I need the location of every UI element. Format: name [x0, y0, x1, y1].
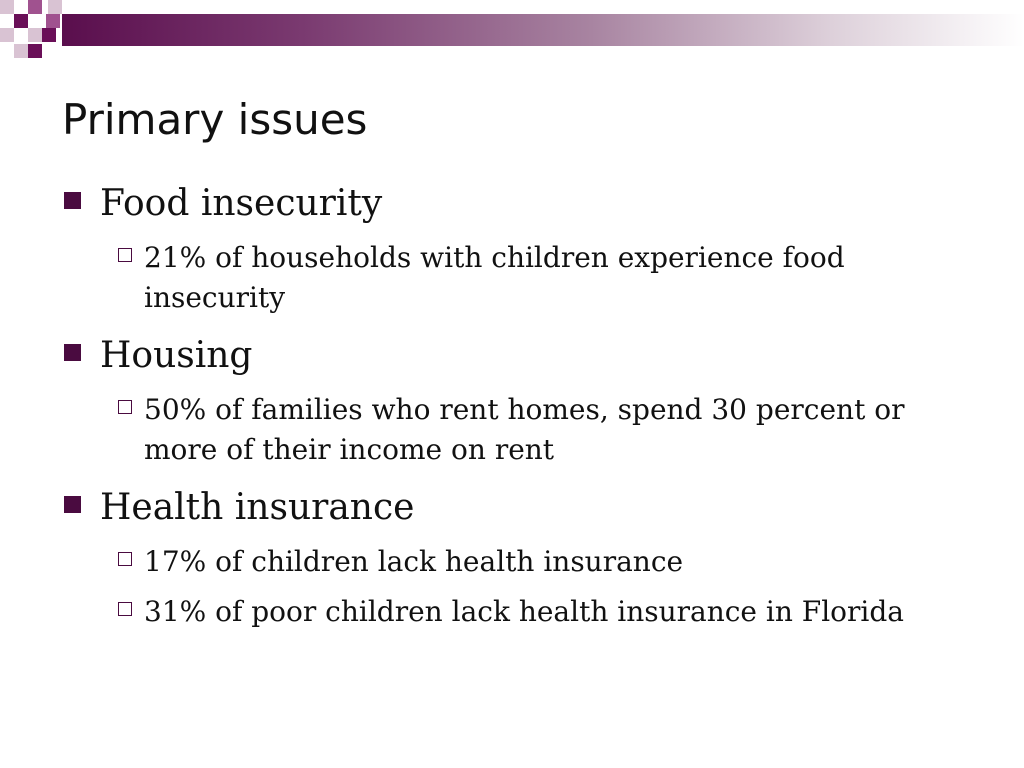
- decor-square: [28, 28, 42, 42]
- bullet-list: Food insecurity 21% of households with c…: [62, 180, 982, 642]
- square-bullet-icon: [64, 496, 81, 513]
- hollow-square-bullet-icon: [118, 248, 132, 262]
- square-bullet-icon: [64, 344, 81, 361]
- decor-square: [48, 0, 62, 14]
- decor-square: [0, 28, 14, 42]
- sub-bullet-text: 17% of children lack health insurance: [144, 545, 684, 578]
- section-heading-housing: Housing: [62, 332, 982, 380]
- section-heading-food: Food insecurity: [62, 180, 982, 228]
- sub-bullet-item: 50% of families who rent homes, spend 30…: [118, 390, 974, 470]
- hollow-square-bullet-icon: [118, 400, 132, 414]
- slide-title: Primary issues: [62, 95, 368, 144]
- decor-square: [42, 28, 56, 42]
- sub-bullet-text: 21% of households with children experien…: [144, 241, 845, 314]
- decor-square: [28, 0, 42, 14]
- decor-square: [0, 0, 14, 14]
- decor-square: [14, 14, 28, 28]
- section-heading-label: Health insurance: [100, 487, 415, 528]
- section-heading-label: Housing: [100, 335, 253, 376]
- sub-bullet-text: 50% of families who rent homes, spend 30…: [144, 393, 905, 466]
- section-heading-health-insurance: Health insurance: [62, 484, 982, 532]
- sub-bullet-item: 21% of households with children experien…: [118, 238, 974, 318]
- decor-square: [28, 44, 42, 58]
- square-bullet-icon: [64, 192, 81, 209]
- hollow-square-bullet-icon: [118, 602, 132, 616]
- section-heading-label: Food insecurity: [100, 183, 383, 224]
- sub-bullet-text: 31% of poor children lack health insuran…: [144, 595, 904, 628]
- decor-square: [46, 14, 60, 28]
- hollow-square-bullet-icon: [118, 552, 132, 566]
- decor-square: [14, 44, 28, 58]
- sub-bullet-item: 17% of children lack health insurance: [118, 542, 974, 582]
- sub-bullet-item: 31% of poor children lack health insuran…: [118, 592, 974, 632]
- header-decoration: [0, 0, 1024, 62]
- header-gradient-bar: [62, 14, 1024, 46]
